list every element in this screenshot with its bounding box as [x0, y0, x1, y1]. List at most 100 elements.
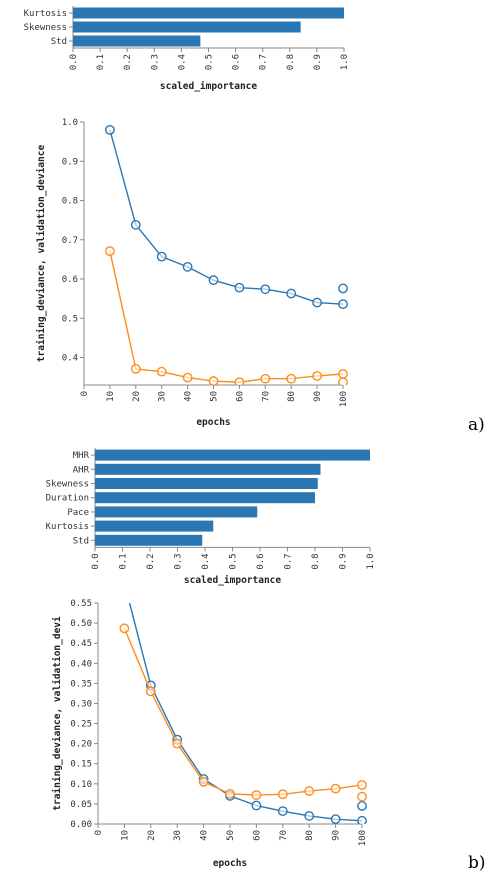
series-0-point: [277, 806, 288, 817]
series-1-point: [304, 786, 315, 796]
y-tick-label: 0.6: [62, 275, 78, 285]
x-tick-label: 90: [313, 391, 323, 402]
series-1-point: [312, 371, 322, 381]
x-tick-label: 0.3: [150, 54, 160, 70]
x-tick-label: 100: [339, 391, 349, 407]
x-tick-label: 30: [158, 391, 168, 402]
x-tick-label: 0.5: [205, 54, 215, 70]
x-tick-label: 10: [120, 830, 130, 841]
series-0-point: [338, 299, 348, 310]
y-tick-label: 0.20: [70, 740, 92, 750]
x-tick-label: 0.1: [119, 553, 129, 569]
x-tick-label: 70: [279, 830, 289, 841]
x-tick-label: 0.0: [69, 54, 79, 70]
y-tick-label: 0.10: [70, 780, 92, 790]
x-tick-label: 90: [332, 830, 342, 841]
x-tick-label: 70: [261, 391, 271, 402]
x-tick-label: 0.5: [229, 553, 239, 569]
series-0-point: [105, 124, 115, 135]
x-tick-label: 0.6: [256, 553, 266, 569]
series-1-point: [119, 623, 130, 634]
series-1-point: [172, 738, 183, 749]
bar-kurtosis: [95, 520, 214, 532]
y-tick-label-std: Std: [73, 536, 89, 546]
x-tick-label: 20: [132, 391, 142, 402]
y-tick-label-mhr: MHR: [73, 451, 90, 461]
panel-label-b: b): [468, 853, 486, 873]
series-1-point: [208, 376, 219, 385]
series-line-1: [109, 250, 344, 383]
series-1-point: [234, 377, 245, 385]
x-tick-label: 20: [147, 830, 157, 841]
series-1-point: [198, 776, 209, 787]
x-tick-label: 100: [358, 830, 368, 846]
series-0-point: [156, 251, 167, 262]
series-0-point: [120, 579, 128, 587]
y-tick-label: 0.40: [70, 659, 92, 669]
bar-duration: [95, 492, 315, 504]
series-1-end-point: [357, 791, 367, 802]
series-0-point: [251, 800, 262, 811]
x-tick-label: 60: [235, 391, 245, 402]
y-tick-label-duration: Duration: [46, 494, 89, 504]
x-tick-label: 0.4: [201, 553, 211, 569]
series-0-point: [260, 284, 271, 295]
series-1-point: [330, 783, 341, 794]
series-1-point: [260, 373, 271, 384]
y-tick-label: 0.45: [70, 639, 92, 649]
series-line-0: [128, 603, 363, 822]
series-0-point: [286, 288, 297, 299]
x-tick-label: 0.3: [174, 553, 184, 569]
x-tick-label: 50: [226, 830, 236, 841]
x-tick-label: 0.2: [146, 553, 156, 569]
series-1-point: [277, 789, 288, 800]
x-axis-title-3: epochs: [213, 858, 247, 869]
x-tick-label: 0.8: [311, 553, 321, 569]
series-1-point: [105, 246, 115, 257]
x-tick-label: 0.6: [232, 54, 242, 70]
x-tick-label: 0.0: [91, 553, 101, 569]
y-tick-label-pace: Pace: [67, 508, 89, 518]
series-0-point: [357, 815, 367, 824]
y-tick-label: 0.35: [70, 679, 92, 689]
series-0-point: [130, 219, 141, 230]
x-tick-label: 0.9: [339, 553, 349, 569]
bar-skewness: [95, 478, 318, 489]
x-tick-label: 0: [94, 830, 104, 835]
series-0-point: [304, 811, 315, 821]
plot-area-3: [119, 579, 367, 824]
y-tick-label: 0.00: [70, 820, 92, 830]
x-tick-label: 40: [184, 391, 194, 402]
y-axis-title-3: training_deviance, validation_devi: [52, 616, 63, 811]
series-1-point: [130, 364, 141, 374]
x-axis-title-2: scaled_importance: [184, 575, 282, 586]
bar-pace: [95, 506, 258, 518]
x-tick-label: 0.9: [313, 54, 323, 70]
x-tick-label: 1.0: [340, 54, 350, 70]
series-1-point: [182, 372, 193, 383]
x-axis-title-1: epochs: [196, 417, 230, 428]
series-0-end-point: [338, 283, 348, 294]
bar-mhr: [95, 449, 370, 461]
y-tick-label: 0.9: [62, 157, 78, 167]
series-1-point: [286, 373, 297, 384]
y-tick-label: 0.30: [70, 699, 92, 709]
series-0-point: [208, 275, 219, 286]
bar-skewness: [73, 21, 301, 33]
y-tick-label: 0.50: [70, 619, 92, 629]
y-tick-label: 1.0: [62, 118, 78, 128]
series-1-point: [357, 780, 367, 790]
series-1-point: [145, 686, 156, 697]
bar-std: [95, 534, 203, 546]
x-tick-label: 30: [173, 830, 183, 841]
y-tick-label: 0.5: [62, 314, 78, 324]
series-line-1: [123, 628, 363, 796]
series-0-end-point: [357, 801, 367, 811]
y-tick-label: 0.15: [70, 760, 92, 770]
x-tick-label: 0.7: [284, 553, 294, 569]
x-tick-label: 60: [252, 830, 262, 841]
series-1-point: [251, 790, 262, 800]
bar-ahr: [95, 463, 321, 475]
series-1-point: [338, 369, 348, 379]
x-tick-label: 0.2: [123, 54, 133, 70]
